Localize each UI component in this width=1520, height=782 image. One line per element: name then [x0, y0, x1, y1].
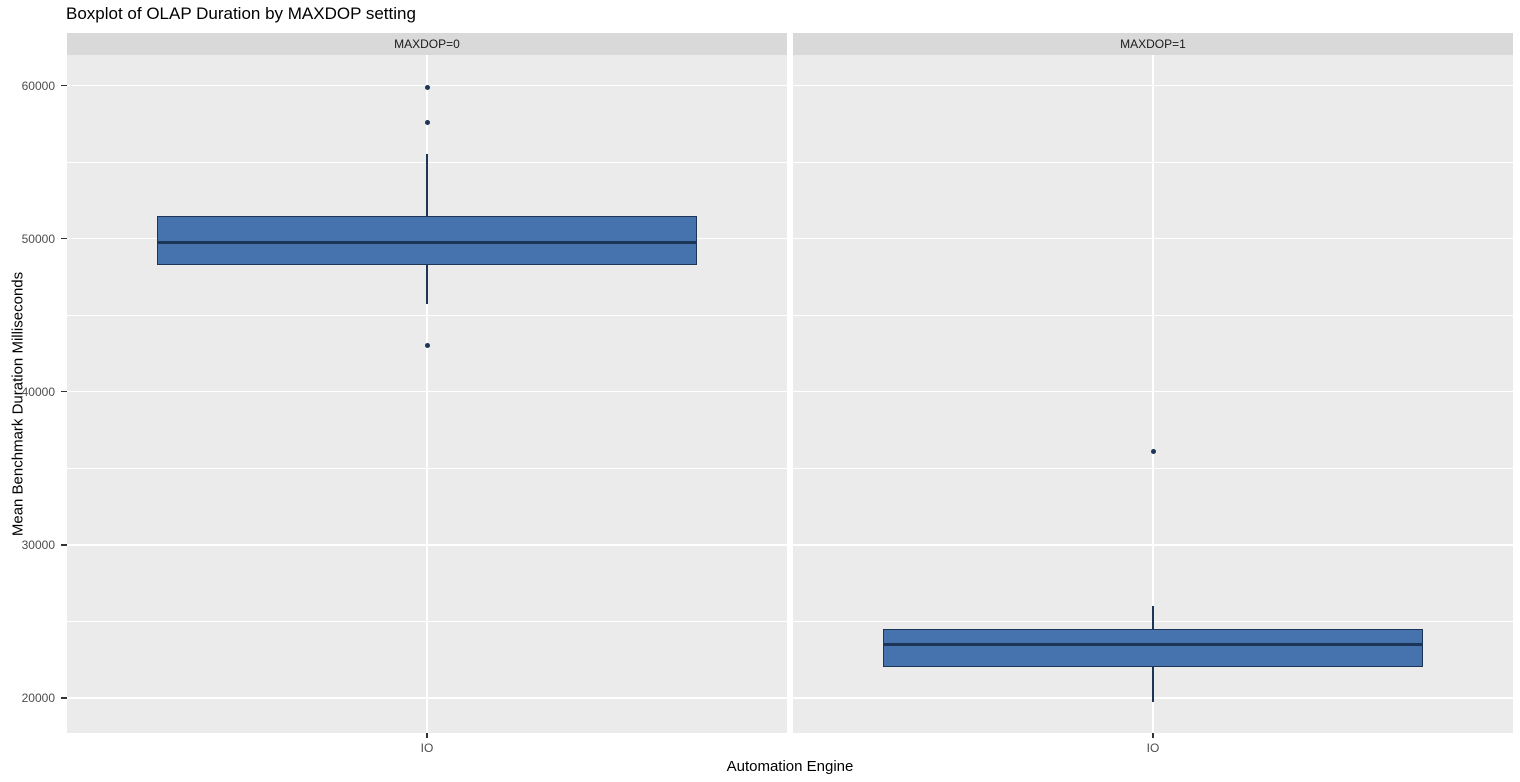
whisker-lower — [1152, 667, 1154, 703]
facet-strip: MAXDOP=1 — [793, 33, 1513, 55]
outlier-point — [424, 84, 430, 90]
x-category-label: IO — [420, 741, 434, 755]
gridline-vertical-major — [426, 55, 428, 733]
outlier-point — [1150, 448, 1156, 454]
whisker-lower — [426, 265, 428, 305]
y-tick-mark — [61, 237, 67, 240]
whisker-upper — [1152, 605, 1154, 629]
y-tick-mark — [61, 390, 67, 393]
boxplot-box — [157, 215, 697, 266]
y-tick-label: 60000 — [21, 78, 55, 93]
x-tick-mark — [1152, 733, 1154, 738]
y-tick-label: 50000 — [21, 231, 55, 246]
plot-title: Boxplot of OLAP Duration by MAXDOP setti… — [66, 4, 416, 23]
facet-strip: MAXDOP=0 — [67, 33, 787, 55]
outlier-point — [424, 343, 430, 349]
x-axis-title: Automation Engine — [726, 758, 854, 775]
y-tick-mark — [61, 544, 67, 546]
gridline-vertical-major — [1152, 55, 1154, 733]
x-category-label: IO — [1146, 741, 1160, 755]
y-axis-title: Mean Benchmark Duration Milliseconds — [9, 271, 27, 537]
y-tick-label: 20000 — [21, 690, 55, 705]
boxplot-median — [883, 642, 1423, 646]
whisker-upper — [426, 154, 428, 216]
outlier-point — [424, 119, 430, 125]
y-tick-mark — [61, 697, 67, 699]
facet-panel — [793, 55, 1513, 733]
y-tick-label: 40000 — [21, 384, 55, 399]
x-tick-mark — [426, 733, 428, 738]
boxplot-median — [157, 241, 697, 244]
y-tick-mark — [61, 84, 67, 87]
facet-panel — [67, 55, 787, 733]
boxplot-box — [883, 628, 1423, 668]
y-tick-label: 30000 — [21, 537, 55, 552]
